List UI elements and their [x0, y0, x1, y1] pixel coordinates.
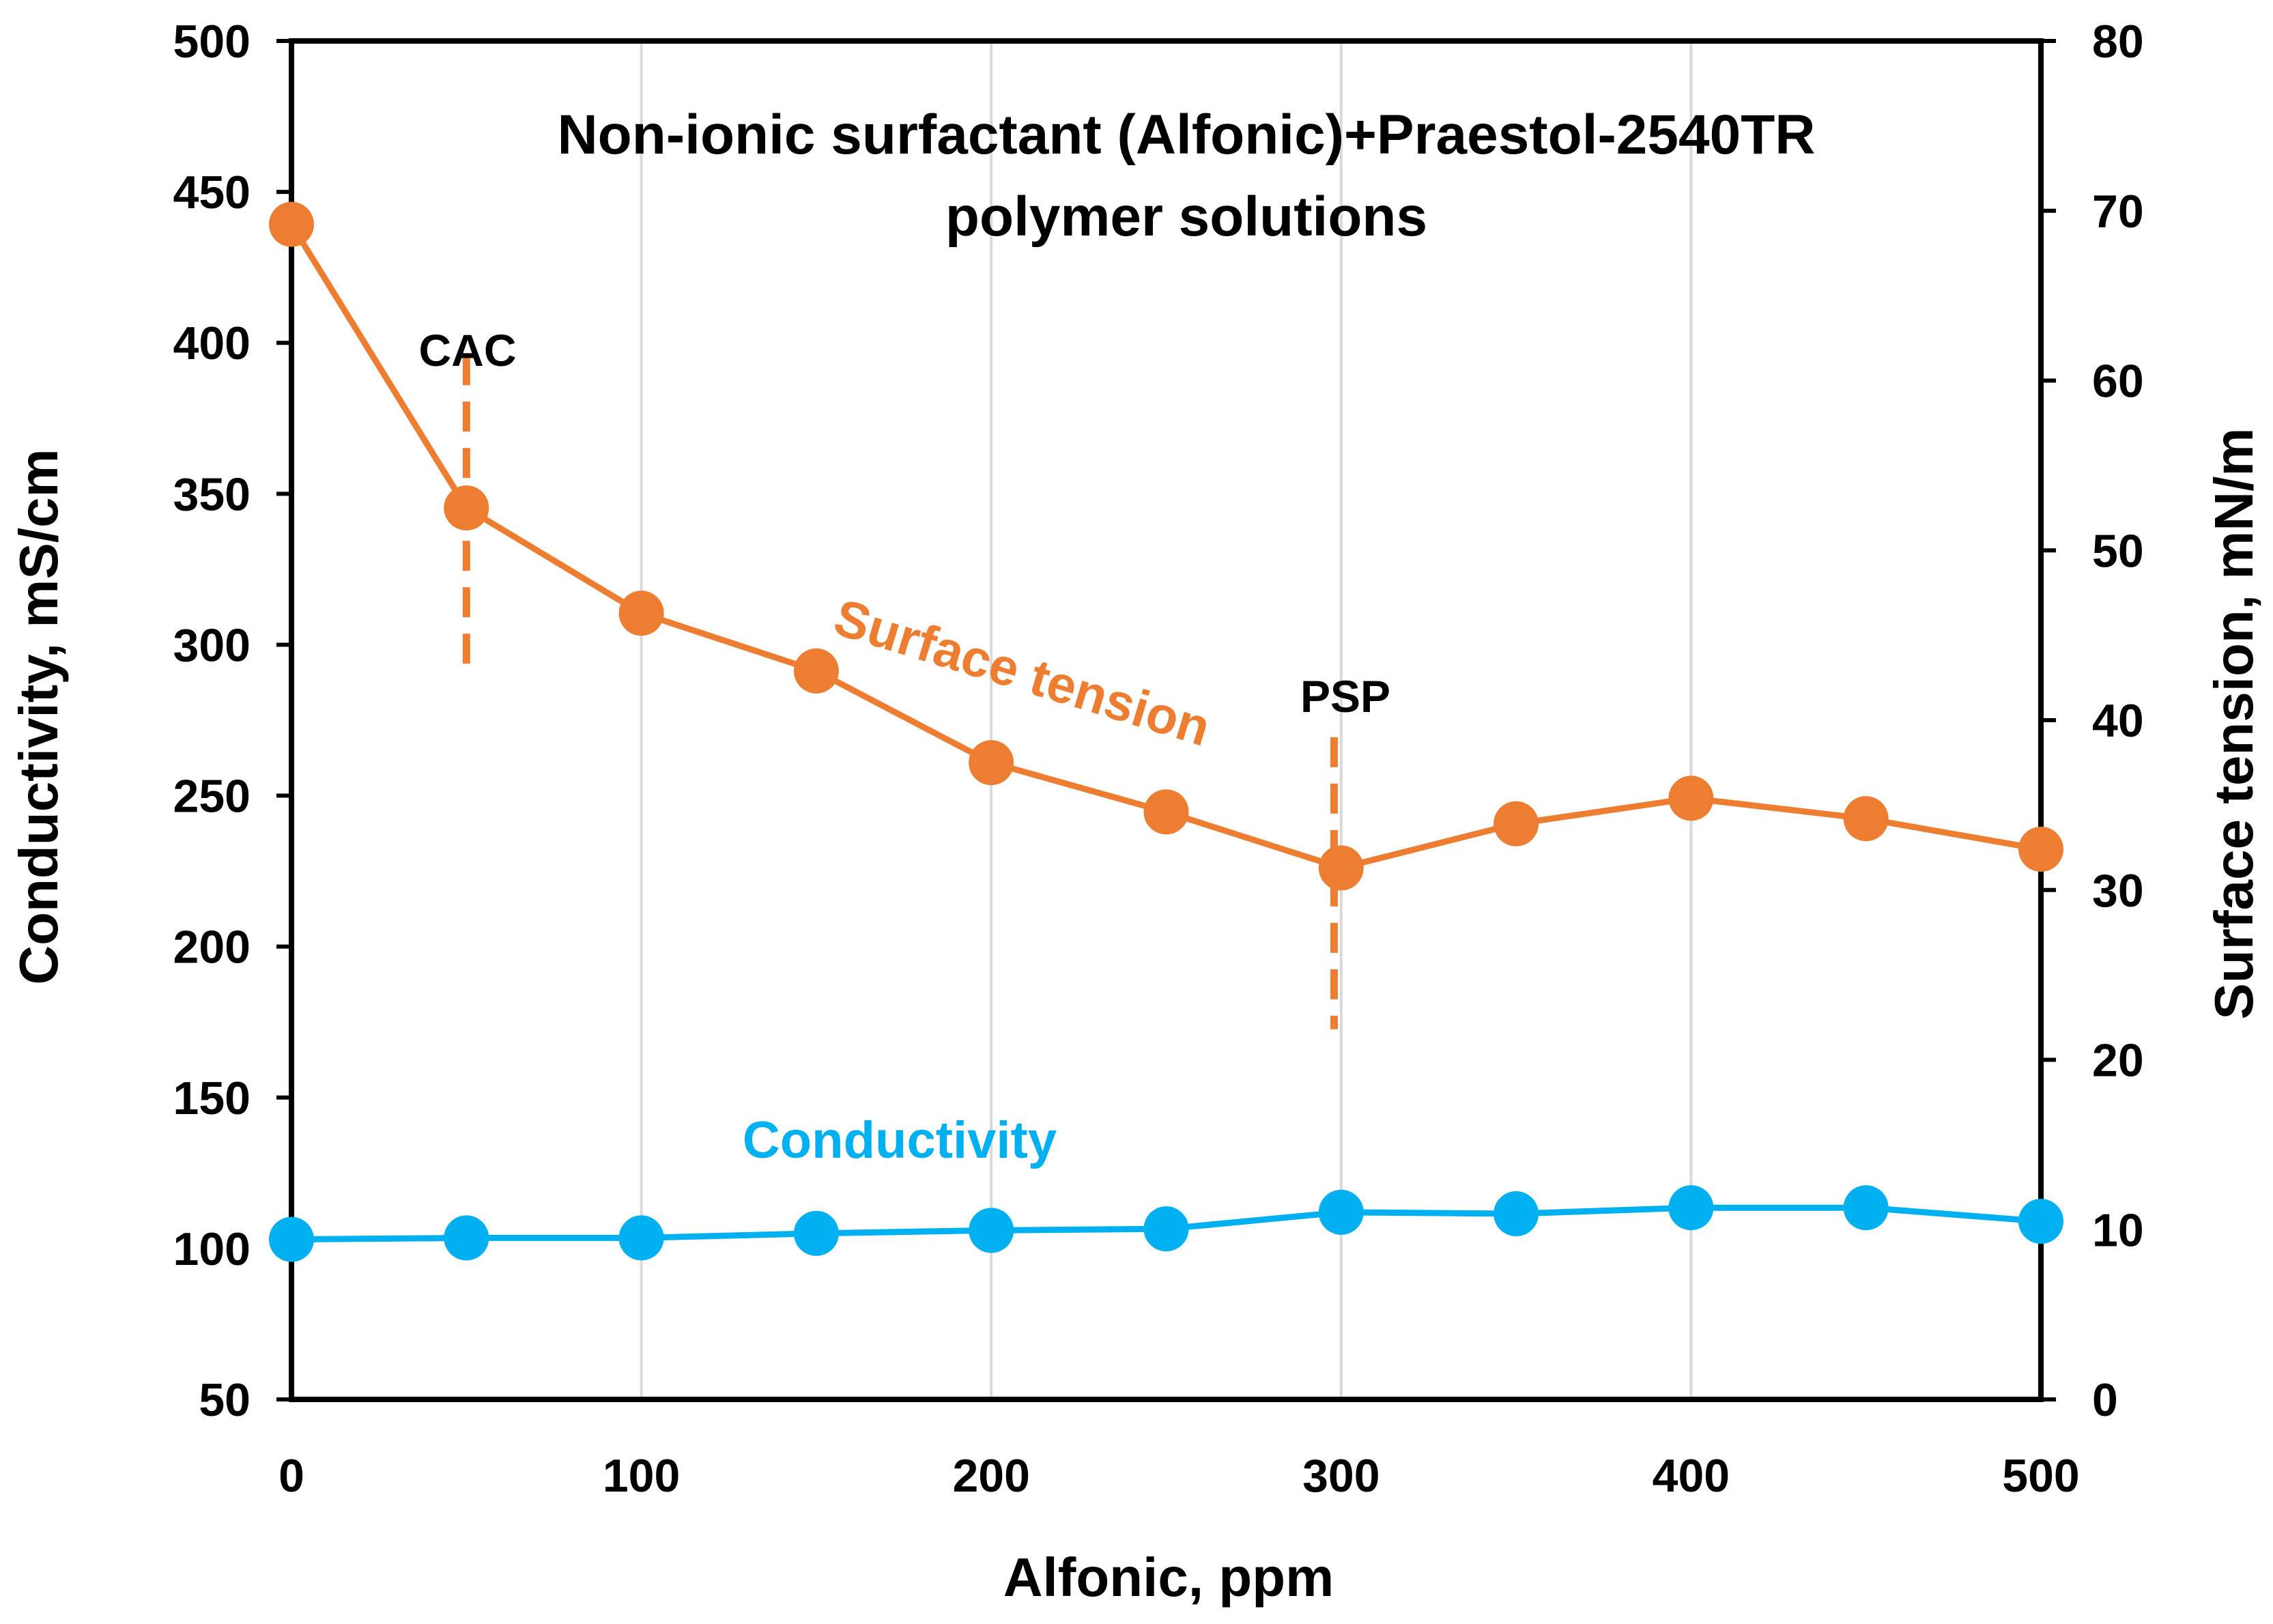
conductivity-point-50 — [444, 1215, 489, 1261]
y-left-tick-label-300: 300 — [173, 619, 251, 671]
surface-tension-point-250 — [1143, 789, 1189, 835]
y-right-tick-label-40: 40 — [2092, 695, 2144, 747]
annotations — [462, 355, 1339, 1029]
surface-tension-point-500 — [2018, 827, 2063, 872]
y-right-tick-label-70: 70 — [2092, 186, 2144, 238]
conductivity-series-label: Conductivity — [743, 1111, 1057, 1169]
chart-title-line-1: Non-ionic surfactant (Alfonic)+Praestol-… — [557, 104, 1815, 166]
x-tick-label-200: 200 — [952, 1450, 1029, 1502]
surface-tension-point-350 — [1493, 801, 1539, 846]
x-tick-label-500: 500 — [2002, 1450, 2079, 1502]
conductivity-point-100 — [618, 1215, 664, 1261]
surface-tension-point-0 — [269, 201, 314, 247]
x-tick-label-400: 400 — [1653, 1450, 1730, 1502]
surface-tension-point-200 — [969, 740, 1014, 786]
y-right-tick-label-10: 10 — [2092, 1204, 2144, 1256]
psp-annotation-label: PSP — [1300, 671, 1390, 722]
conductivity-point-300 — [1318, 1189, 1364, 1235]
x-axis-title: Alfonic, ppm — [1003, 1547, 1334, 1608]
y-left-tick-label-400: 400 — [173, 317, 251, 369]
x-tick-label-0: 0 — [278, 1450, 304, 1502]
y-left-tick-label-100: 100 — [173, 1223, 251, 1275]
conductivity-point-250 — [1143, 1206, 1189, 1252]
surface-tension-series-label: Surface tension — [827, 588, 1216, 758]
y-axis-left-title: Conductivity, mS/cm — [8, 448, 69, 984]
conductivity-point-150 — [793, 1210, 839, 1256]
y-right-tick-label-60: 60 — [2092, 356, 2144, 408]
y-right-tick-label-0: 0 — [2092, 1374, 2118, 1426]
surface-tension-line — [289, 223, 2042, 871]
cac-annotation-label: CAC — [419, 325, 517, 375]
surface-tension-point-150 — [793, 648, 839, 694]
conductivity-point-400 — [1668, 1185, 1714, 1231]
y-left-tick-label-150: 150 — [173, 1072, 251, 1124]
y-right-tick-label-80: 80 — [2092, 16, 2144, 68]
y-left-tick-label-500: 500 — [173, 16, 251, 68]
surface-tension-point-400 — [1668, 775, 1714, 821]
y-right-tick-label-20: 20 — [2092, 1035, 2144, 1087]
surface-tension-point-100 — [618, 590, 664, 636]
y-left-tick-label-250: 250 — [173, 771, 251, 823]
surface-tension-point-300 — [1318, 845, 1364, 891]
chart-title-line-2: polymer solutions — [945, 186, 1427, 248]
surface-tension-point-450 — [1843, 796, 1889, 842]
y-left-tick-label-50: 50 — [199, 1374, 251, 1426]
surface-tension-point-50 — [444, 485, 489, 531]
y-left-tick-label-350: 350 — [173, 468, 251, 520]
grid-lines — [640, 41, 1693, 1399]
y-right-tick-label-50: 50 — [2092, 525, 2144, 577]
y-axis-right-title: Surface tension, mN/m — [2203, 428, 2264, 1020]
y-left-tick-label-450: 450 — [173, 167, 251, 218]
conductivity-point-200 — [969, 1208, 1014, 1253]
conductivity-point-500 — [2018, 1199, 2063, 1244]
conductivity-point-450 — [1843, 1185, 1889, 1231]
x-tick-label-300: 300 — [1302, 1450, 1379, 1502]
y-right-tick-label-30: 30 — [2092, 865, 2144, 917]
conductivity-point-350 — [1493, 1191, 1539, 1237]
conductivity-point-0 — [269, 1216, 314, 1262]
axis-ticks: 0 100 200 300 400 500501001502002503003504004… — [173, 16, 2144, 1502]
x-tick-label-100: 100 — [603, 1450, 680, 1502]
series — [269, 201, 2063, 1262]
y-left-tick-label-200: 200 — [173, 922, 251, 973]
